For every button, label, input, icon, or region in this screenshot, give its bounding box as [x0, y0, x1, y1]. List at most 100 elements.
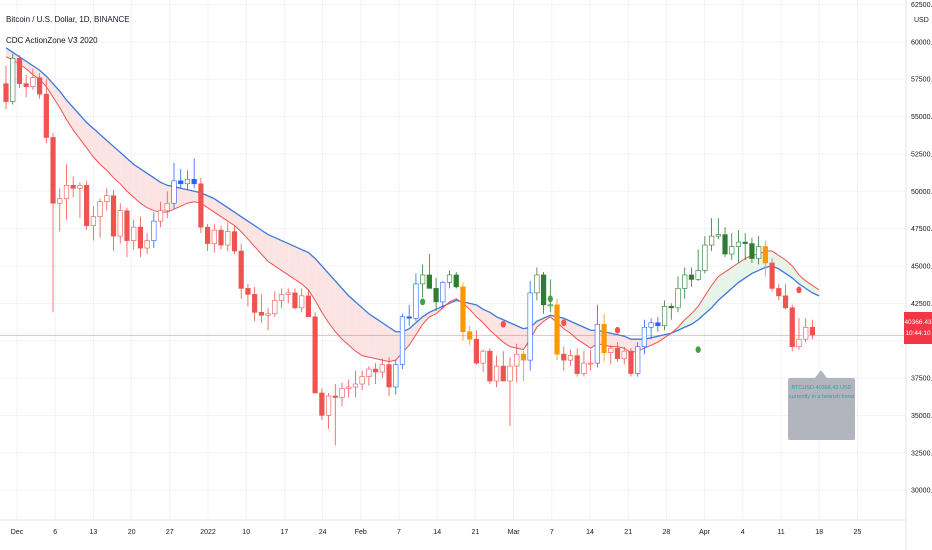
candle-body: [110, 195, 117, 237]
candle-body: [628, 350, 634, 374]
time-tick-label: 6: [53, 529, 57, 536]
ema-fill-segment: [368, 313, 376, 359]
ema-fill-segment: [86, 122, 94, 157]
slow-ema-line: [5, 47, 820, 340]
ema-fill-segment: [342, 288, 349, 346]
candle-body: [796, 338, 802, 347]
candle-body: [440, 282, 446, 303]
candle-body: [97, 201, 103, 217]
candle-body: [137, 226, 144, 249]
price-tick-label: 60000.00: [911, 39, 932, 46]
annotation-price: BTCUSD 40366.43 USD: [791, 385, 852, 391]
candle-body: [695, 270, 701, 280]
candle-body: [346, 386, 352, 389]
time-tick-label: 4: [741, 529, 745, 536]
ema-fill-segment: [66, 100, 74, 130]
candle-body: [493, 365, 500, 382]
ema-fill-segment: [39, 70, 47, 87]
candle-body: [184, 179, 191, 185]
ema-fill-segment: [382, 322, 390, 362]
price-tick-label: 35000.00: [911, 413, 932, 420]
candle-body: [547, 304, 553, 307]
ema-fill-segment: [227, 207, 235, 226]
candle-body: [702, 244, 708, 271]
candle-body: [507, 365, 513, 382]
candle-body: [473, 338, 480, 364]
candle-body: [682, 274, 688, 289]
ema-fill-segment: [617, 334, 625, 349]
candle-body: [561, 353, 567, 361]
candle-body: [70, 184, 76, 189]
candle-body: [50, 137, 56, 204]
price-tick-label: 45000.00: [911, 263, 932, 270]
ema-fill-segment: [288, 243, 295, 280]
signal-markers: [420, 286, 802, 354]
fast-ema-line: [5, 56, 820, 363]
symbol-title[interactable]: Bitcoin / U.S. Dollar, 1D, BINANCE: [6, 15, 130, 24]
ema-fill-segment: [725, 267, 732, 295]
ema-fill-segment: [624, 336, 631, 353]
ema-fill-segment: [120, 152, 127, 192]
candle-body: [803, 326, 809, 340]
ema-fill-segment: [651, 336, 658, 346]
ema-fill-segment: [483, 309, 490, 331]
time-tick-label: Mar: [508, 529, 521, 536]
candle-body: [3, 83, 9, 102]
ema-fill-segment: [785, 260, 793, 278]
candle-body: [57, 198, 63, 204]
candle-body: [635, 346, 641, 374]
time-tick-label: 17: [281, 529, 289, 536]
candle-body: [708, 235, 715, 246]
ema-fill-segment: [153, 177, 161, 213]
ema-fill-segment: [254, 225, 262, 255]
price-tick-label: 50000.00: [911, 189, 932, 196]
candle-body: [205, 226, 211, 244]
trend-annotation: BTCUSD 40366.43 USD currently in a beari…: [788, 370, 855, 440]
candle-body: [178, 180, 184, 185]
time-tick-label: 10: [242, 529, 250, 536]
ema-fill-segment: [46, 76, 54, 98]
candle-body: [359, 376, 365, 385]
buy-signal-dot: [695, 346, 701, 354]
candle-body: [211, 229, 217, 244]
candle-body: [245, 288, 251, 295]
time-tick-label: 7: [397, 529, 401, 536]
candle-body: [352, 383, 359, 388]
time-tick-label: Apr: [699, 529, 711, 536]
ema-fill-segment: [261, 230, 269, 262]
candle-body: [581, 362, 587, 374]
candle-body: [63, 184, 70, 200]
candle-body: [480, 350, 486, 364]
ema-fill-segment: [301, 249, 309, 290]
candle-body: [668, 306, 674, 309]
candle-body: [23, 83, 29, 87]
candle-body: [157, 210, 164, 222]
ema-fill-segment: [698, 295, 705, 320]
candle-body: [453, 274, 459, 288]
candle-body: [238, 250, 244, 289]
candle-body: [406, 316, 412, 319]
ema-fill-segment: [328, 273, 336, 332]
candle-body: [500, 365, 506, 382]
time-tick-label: Feb: [355, 529, 367, 536]
candle-body: [540, 274, 547, 306]
candle-body: [735, 241, 742, 247]
candle-body: [594, 323, 600, 364]
candle-body: [769, 262, 775, 289]
ema-fill-segment: [422, 312, 430, 325]
candle-body: [601, 323, 607, 353]
candle-body: [809, 326, 815, 336]
ema-fill-segment: [113, 146, 121, 184]
candle-body: [164, 202, 170, 211]
candle-body: [272, 300, 278, 315]
sell-signal-dot: [614, 326, 621, 334]
indicator-title[interactable]: CDC ActionZone V3 2020: [6, 36, 98, 45]
candle-body: [641, 326, 647, 347]
time-tick-label: 27: [166, 529, 174, 536]
ema-fill-segment: [496, 316, 504, 343]
candle-body: [715, 234, 721, 237]
ema-fill-segment: [684, 313, 692, 328]
ema-fill-segment: [583, 327, 591, 349]
annotation-trend: currently in a bearish trend: [788, 394, 855, 400]
